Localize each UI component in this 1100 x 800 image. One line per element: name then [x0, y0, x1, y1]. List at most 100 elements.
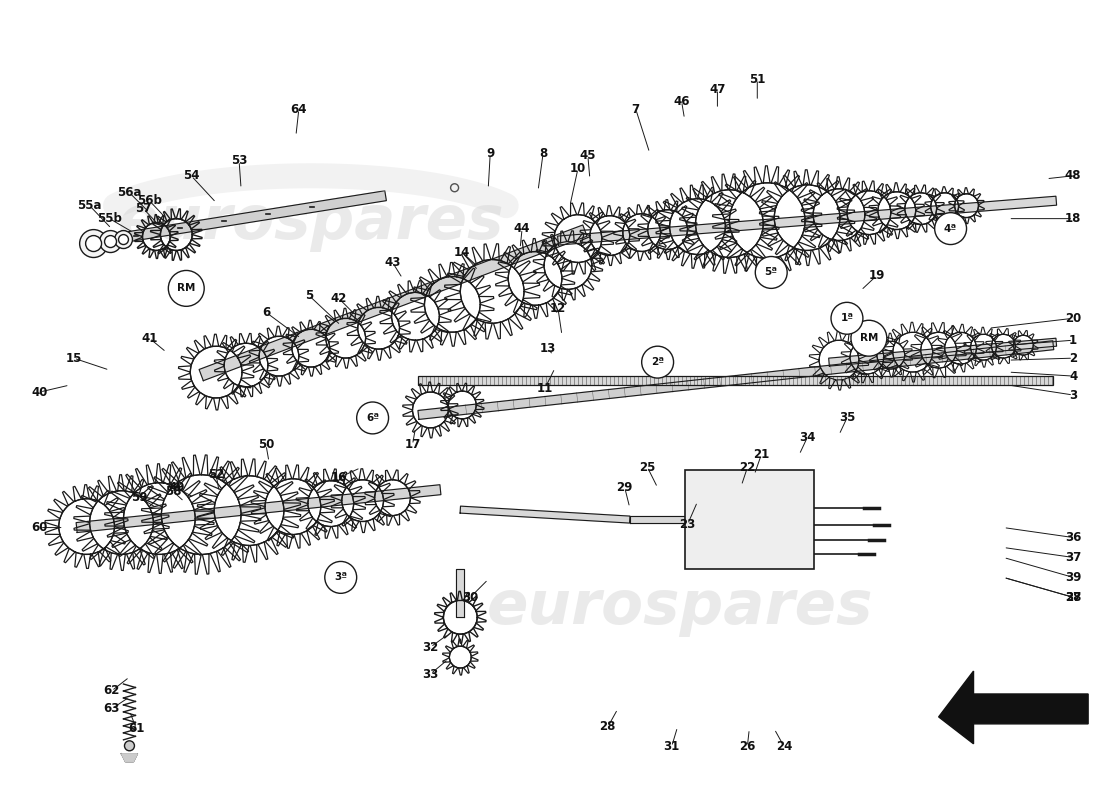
Text: RM: RM [177, 283, 196, 294]
Text: 30: 30 [462, 591, 478, 604]
Text: 32: 32 [422, 641, 439, 654]
Circle shape [356, 402, 388, 434]
Text: 23: 23 [680, 518, 695, 531]
Text: 42: 42 [330, 292, 346, 305]
Text: 22: 22 [739, 462, 756, 474]
Text: 37: 37 [1065, 551, 1081, 564]
Circle shape [86, 235, 101, 251]
Polygon shape [199, 225, 587, 381]
Text: 41: 41 [141, 332, 157, 345]
Text: 3ª: 3ª [334, 572, 348, 582]
Text: 3: 3 [1069, 389, 1077, 402]
Text: 54: 54 [183, 170, 199, 182]
Text: 34: 34 [799, 431, 815, 444]
Text: 50: 50 [257, 438, 274, 451]
Text: eurospares: eurospares [118, 193, 504, 252]
Circle shape [104, 235, 117, 247]
Polygon shape [418, 341, 1054, 419]
Text: 61: 61 [129, 722, 144, 735]
Text: 2ª: 2ª [651, 357, 664, 367]
Text: 24: 24 [776, 740, 792, 754]
Polygon shape [76, 485, 441, 533]
Text: 15: 15 [66, 352, 81, 365]
Circle shape [641, 346, 673, 378]
Text: 36: 36 [1065, 531, 1081, 544]
Text: eurospares: eurospares [486, 578, 872, 637]
Text: 8: 8 [539, 147, 547, 160]
Text: 5ª: 5ª [764, 267, 778, 278]
Circle shape [79, 230, 108, 258]
Bar [418, 375, 1053, 385]
Text: 20: 20 [1065, 312, 1081, 325]
Text: 63: 63 [103, 702, 120, 715]
Polygon shape [456, 570, 464, 618]
Text: 27: 27 [1065, 591, 1081, 604]
Text: 2: 2 [1069, 352, 1077, 365]
Circle shape [851, 320, 887, 356]
Text: 21: 21 [754, 448, 769, 462]
FancyBboxPatch shape [684, 470, 814, 570]
Text: 10: 10 [570, 162, 586, 175]
Circle shape [756, 257, 788, 288]
Text: 4ª: 4ª [944, 223, 957, 234]
Text: 60: 60 [32, 521, 48, 534]
Text: 39: 39 [1065, 571, 1081, 584]
Text: 40: 40 [32, 386, 48, 398]
Circle shape [168, 270, 205, 306]
Text: 51: 51 [749, 73, 766, 86]
Text: 33: 33 [422, 667, 439, 681]
Text: 26: 26 [739, 740, 756, 754]
Text: 58: 58 [165, 485, 182, 498]
Circle shape [830, 302, 862, 334]
Text: 35: 35 [839, 411, 855, 425]
Text: 47: 47 [710, 82, 726, 95]
Text: 17: 17 [405, 438, 420, 451]
Text: 31: 31 [663, 740, 680, 754]
Text: 44: 44 [514, 222, 530, 235]
Text: 6ª: 6ª [366, 413, 379, 423]
Circle shape [114, 230, 132, 249]
Text: 56b: 56b [138, 194, 162, 207]
Text: 19: 19 [869, 269, 886, 282]
Polygon shape [558, 196, 1057, 245]
Text: 1ª: 1ª [840, 314, 854, 323]
Text: 25: 25 [639, 462, 656, 474]
Circle shape [124, 741, 134, 750]
Text: 1: 1 [1069, 334, 1077, 346]
Polygon shape [629, 516, 684, 523]
Polygon shape [828, 338, 1057, 366]
Circle shape [451, 184, 459, 192]
Polygon shape [938, 671, 1088, 744]
Text: 12: 12 [550, 302, 566, 315]
Text: 14: 14 [454, 246, 471, 259]
Text: 28: 28 [600, 720, 616, 734]
Text: 62: 62 [103, 685, 120, 698]
Text: 11: 11 [537, 382, 553, 394]
Text: 5: 5 [305, 289, 314, 302]
Text: 49: 49 [168, 481, 185, 494]
Text: 43: 43 [384, 256, 400, 269]
Text: 55b: 55b [97, 212, 122, 225]
Text: 55a: 55a [77, 199, 102, 212]
Text: 56a: 56a [118, 186, 142, 199]
Text: 46: 46 [673, 94, 690, 107]
Text: 64: 64 [290, 102, 307, 115]
Text: 4: 4 [1069, 370, 1077, 382]
Circle shape [100, 230, 121, 253]
Circle shape [119, 234, 129, 245]
Polygon shape [91, 190, 386, 247]
Circle shape [324, 562, 356, 594]
Text: 45: 45 [580, 150, 596, 162]
Circle shape [935, 213, 967, 245]
Text: 18: 18 [1065, 212, 1081, 225]
Text: 16: 16 [330, 471, 346, 484]
Polygon shape [460, 506, 630, 523]
Text: 59: 59 [131, 491, 147, 504]
Text: RM: RM [860, 334, 878, 343]
Text: 48: 48 [1065, 170, 1081, 182]
Text: 13: 13 [540, 342, 557, 354]
Text: 57: 57 [135, 202, 152, 215]
Text: 7: 7 [631, 102, 640, 115]
Polygon shape [121, 754, 138, 762]
Text: 52: 52 [208, 468, 224, 482]
